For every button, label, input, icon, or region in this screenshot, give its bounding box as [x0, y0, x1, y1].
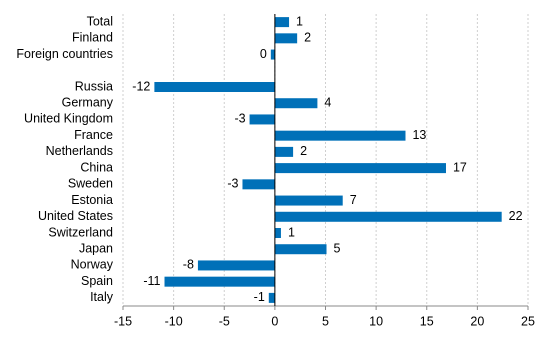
- bar: [249, 114, 275, 125]
- y-tick-label: United States: [38, 209, 113, 223]
- value-label: -11: [143, 274, 160, 288]
- value-label: 5: [334, 242, 341, 256]
- bar: [274, 130, 406, 141]
- x-tick-label: 5: [322, 314, 329, 328]
- value-label: -1: [254, 290, 265, 304]
- value-label: 0: [260, 47, 267, 61]
- value-label: 4: [324, 96, 331, 110]
- x-tick-label: 20: [470, 314, 484, 328]
- y-tick-label: Foreign countries: [16, 47, 113, 61]
- value-label: -8: [183, 258, 194, 272]
- value-label: -3: [227, 177, 238, 191]
- bar: [242, 179, 275, 190]
- bar: [274, 228, 281, 238]
- value-label: -3: [234, 112, 245, 126]
- x-tick-label: -5: [219, 314, 230, 328]
- value-label: 17: [453, 160, 467, 174]
- bar: [274, 17, 290, 28]
- value-label: 1: [288, 225, 295, 239]
- x-tick-label: 10: [369, 314, 383, 328]
- y-tick-label: Total: [87, 14, 113, 28]
- y-tick-label: Russia: [75, 79, 113, 93]
- bar: [274, 195, 343, 206]
- y-tick-label: Netherlands: [46, 144, 113, 158]
- value-label: 22: [509, 209, 523, 223]
- value-label: -12: [132, 79, 150, 93]
- value-label: 2: [300, 144, 307, 158]
- bar: [197, 260, 275, 271]
- y-tick-label: Sweden: [68, 177, 113, 191]
- x-tick-label: 0: [271, 314, 278, 328]
- x-tick-label: -15: [114, 314, 132, 328]
- bar: [268, 292, 275, 303]
- y-tick-label: Italy: [90, 290, 114, 304]
- y-tick-label: Spain: [81, 274, 113, 288]
- value-label: 13: [412, 128, 426, 142]
- x-tick-label: -10: [165, 314, 183, 328]
- value-label: 2: [304, 31, 311, 45]
- bar: [274, 146, 294, 157]
- bar: [274, 244, 327, 255]
- bar: [274, 163, 446, 174]
- y-tick-label: Germany: [62, 96, 114, 110]
- y-tick-label: Switzerland: [48, 225, 113, 239]
- value-label: 7: [350, 193, 357, 207]
- y-tick-label: China: [80, 160, 113, 174]
- bar: [274, 98, 318, 109]
- bar: [274, 211, 502, 222]
- bar: [154, 82, 275, 92]
- bar: [270, 49, 275, 60]
- y-tick-label: Estonia: [71, 193, 113, 207]
- x-tick-label: 15: [420, 314, 434, 328]
- y-tick-label: Norway: [71, 258, 114, 272]
- y-tick-label: Finland: [72, 31, 113, 45]
- y-tick-label: United Kingdom: [24, 112, 113, 126]
- bar: [274, 33, 298, 44]
- x-tick-label: 25: [521, 314, 535, 328]
- y-tick-label: France: [74, 128, 113, 142]
- y-tick-label: Japan: [79, 242, 113, 256]
- bar: [164, 276, 275, 287]
- value-label: 1: [296, 14, 303, 28]
